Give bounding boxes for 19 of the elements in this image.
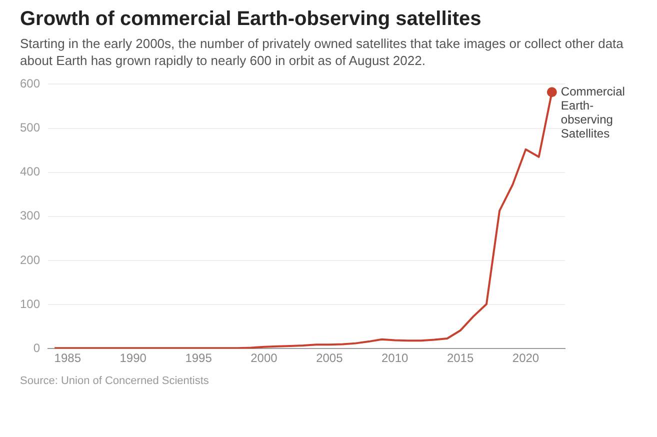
y-tick-label: 300	[20, 208, 40, 223]
y-tick-label: 500	[20, 120, 40, 135]
y-tick-label: 100	[20, 296, 40, 311]
source-note: Source: Union of Concerned Scientists	[19, 374, 210, 387]
chart-title: Growth of commercial Earth-observing satellites	[19, 7, 482, 32]
x-tick-label: 2005	[316, 351, 344, 366]
y-tick-label: 0	[33, 340, 40, 355]
x-tick-label: 2015	[446, 351, 474, 366]
x-tick-label: 1990	[120, 351, 147, 366]
x-tick-label: 1995	[185, 351, 212, 366]
y-tick-label: 200	[20, 252, 40, 267]
x-tick-label: 1985	[54, 351, 82, 366]
x-tick-label: 2020	[512, 351, 540, 366]
y-tick-label: 400	[20, 164, 40, 179]
x-tick-label: 2000	[250, 351, 278, 366]
y-tick-label: 600	[20, 76, 40, 91]
series-label: Commercial Earth-observing Satellites	[560, 84, 625, 140]
x-tick-label: 2010	[382, 351, 409, 366]
chart-subtitle: Starting in the early 2000s, the number of privately owned satellites that take images or collect other data about Earth has grown rapidly to nearly 600 in orbit as of August 2022.	[19, 35, 624, 69]
